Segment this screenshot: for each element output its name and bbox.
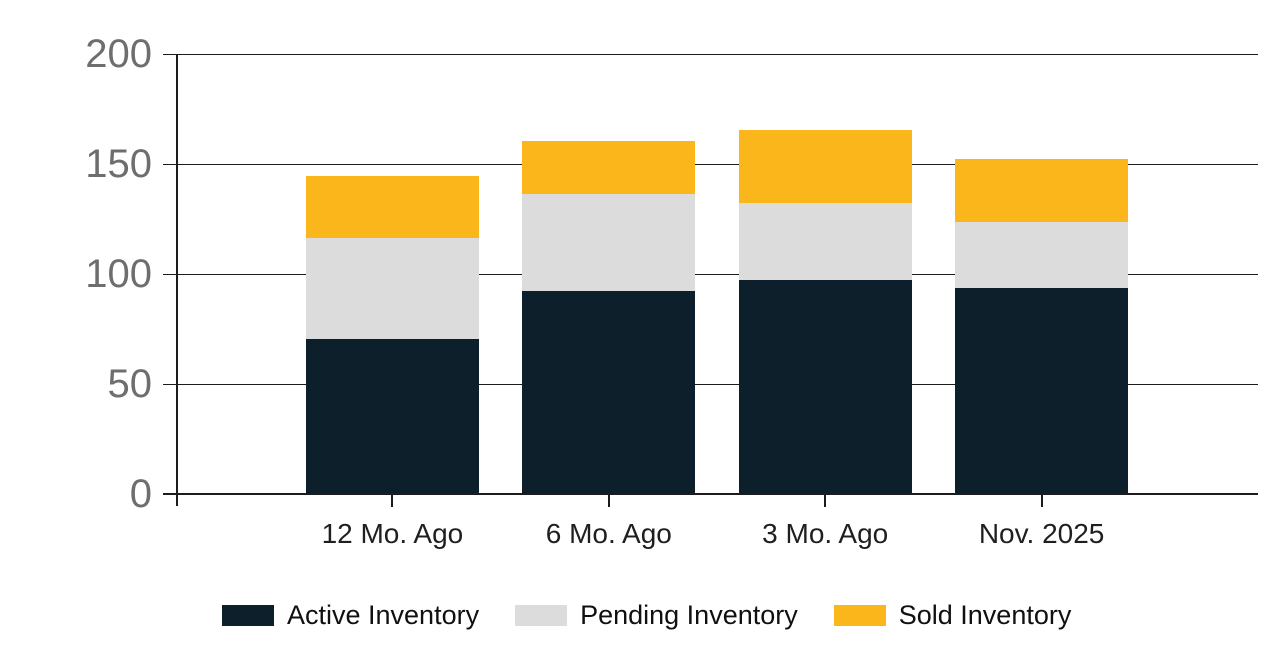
x-tick [607,494,610,507]
legend-swatch-pending-inventory [515,604,568,626]
y-axis-line [176,54,178,506]
bar-segment-pending-inventory [305,237,479,339]
legend-label-sold-inventory: Sold Inventory [898,600,1072,630]
gridline-200 [163,54,1258,55]
bar-segment-sold-inventory [738,130,912,203]
bar-segment-sold-inventory [955,158,1129,223]
bar-segment-active-inventory [955,288,1129,493]
gridline-100 [163,274,1258,275]
bar-segment-pending-inventory [955,222,1129,289]
y-axis-label-50: 50 [107,362,153,406]
legend-swatch-sold-inventory [833,604,886,626]
x-tick [391,494,394,507]
x-axis-label-12-mo-ago: 12 Mo. Ago [321,518,464,549]
y-axis-label-150: 150 [85,142,152,186]
legend-label-pending-inventory: Pending Inventory [580,600,798,630]
bar-segment-active-inventory [522,290,696,493]
x-axis-label-3-mo-ago: 3 Mo. Ago [762,518,889,549]
bar-segment-pending-inventory [738,202,912,280]
bar-12-mo-ago [305,176,479,493]
y-axis-label-100: 100 [85,252,152,296]
y-axis-label-200: 200 [85,32,152,76]
legend-item-pending-inventory: Pending Inventory [515,600,798,630]
chart-legend: Active Inventory Pending Inventory Sold … [222,600,1071,630]
bar-nov-2025 [955,158,1129,493]
y-axis-label-0: 0 [129,472,152,516]
x-axis-baseline [163,493,1258,495]
legend-item-active-inventory: Active Inventory [222,600,479,630]
bar-3-mo-ago [738,130,912,493]
x-axis-label-nov-2025: Nov. 2025 [978,518,1105,549]
gridline-50 [163,384,1258,385]
plot-area: 12 Mo. Ago 6 Mo. Ago 3 Mo. Ago Nov. 2025 [163,54,1258,549]
x-axis-label-6-mo-ago: 6 Mo. Ago [545,518,672,549]
bar-segment-active-inventory [305,339,479,493]
legend-item-sold-inventory: Sold Inventory [833,600,1072,630]
gridline-150 [163,164,1258,165]
x-tick [1040,494,1043,507]
legend-swatch-active-inventory [222,604,274,626]
bar-6-mo-ago [522,141,696,493]
legend-label-active-inventory: Active Inventory [287,600,480,630]
bar-segment-active-inventory [738,279,912,493]
bar-segment-sold-inventory [522,141,696,194]
bar-segment-pending-inventory [522,193,696,291]
x-tick [824,494,827,507]
bar-segment-sold-inventory [305,176,479,238]
